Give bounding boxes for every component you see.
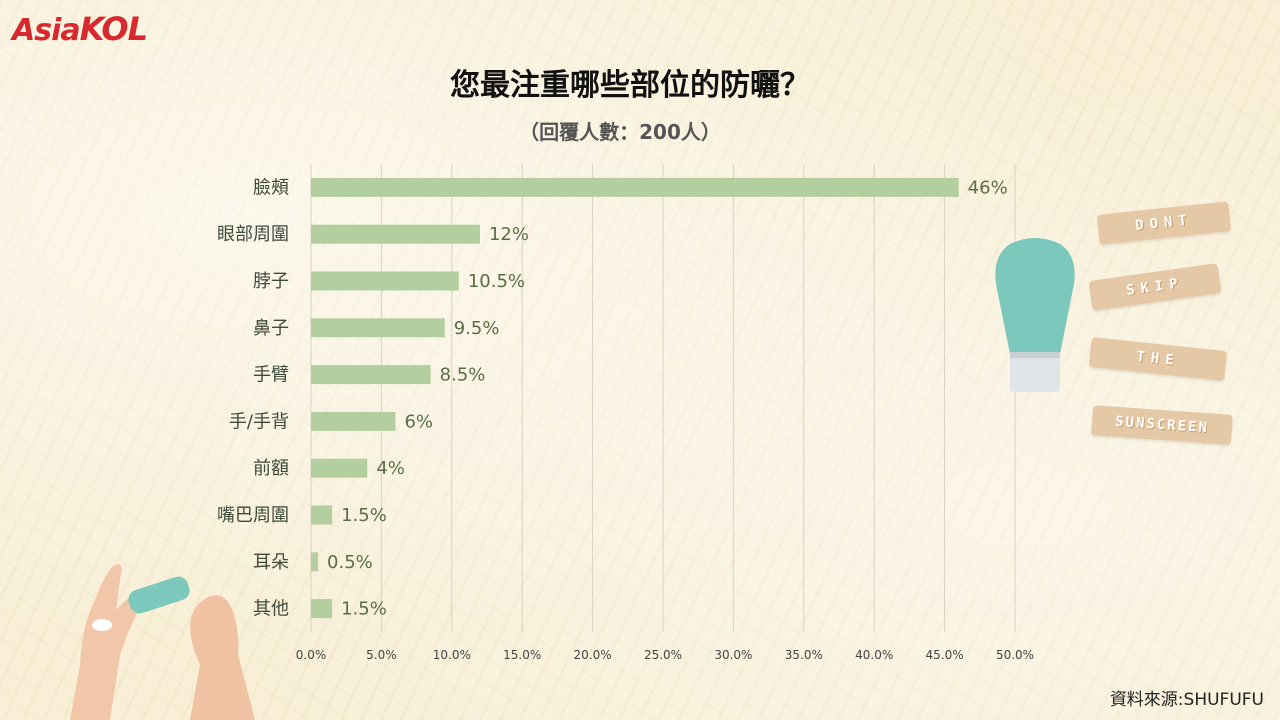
logo-text-kol: KOL bbox=[79, 10, 148, 48]
bar bbox=[311, 271, 459, 291]
category-label: 耳朵 bbox=[253, 552, 289, 573]
category-label: 眼部周圍 bbox=[217, 224, 289, 245]
x-tick-label: 30.0% bbox=[714, 648, 752, 662]
x-tick-label: 15.0% bbox=[503, 648, 541, 662]
bar bbox=[311, 411, 396, 431]
value-label: 0.5% bbox=[327, 552, 373, 573]
value-label: 1.5% bbox=[341, 505, 387, 526]
x-tick-label: 20.0% bbox=[574, 648, 612, 662]
bar bbox=[311, 552, 319, 572]
bar bbox=[311, 458, 368, 478]
category-label: 其他 bbox=[253, 599, 289, 620]
bar bbox=[311, 505, 333, 525]
category-label: 鼻子 bbox=[253, 318, 289, 339]
asiakol-logo: AsiaKOL bbox=[12, 10, 148, 48]
bar bbox=[311, 318, 445, 338]
bar bbox=[311, 599, 333, 619]
value-label: 4% bbox=[376, 458, 405, 479]
x-tick-label: 10.0% bbox=[433, 648, 471, 662]
logo-text-asia: Asia bbox=[12, 13, 81, 48]
x-tick-label: 5.0% bbox=[366, 648, 397, 662]
category-label: 前額 bbox=[253, 458, 289, 479]
x-tick-label: 45.0% bbox=[926, 648, 964, 662]
chart-title: 您最注重哪些部位的防曬？ bbox=[450, 68, 810, 103]
category-label: 手/手背 bbox=[229, 411, 289, 432]
x-tick-label: 0.0% bbox=[296, 648, 327, 662]
x-tick-label: 50.0% bbox=[996, 648, 1034, 662]
value-label: 9.5% bbox=[454, 318, 500, 339]
bar bbox=[311, 365, 431, 385]
value-label: 10.5% bbox=[468, 271, 525, 292]
bar bbox=[311, 224, 480, 244]
category-label: 嘴巴周圍 bbox=[217, 505, 289, 526]
x-tick-label: 25.0% bbox=[644, 648, 682, 662]
hands-applying-sunscreen-icon bbox=[70, 563, 255, 720]
chart-labels: 0.0% 5.0% 10.0% 15.0% 20.0% 25.0% 30.0% 35.0% 40… bbox=[217, 177, 1034, 662]
category-label: 臉頰 bbox=[253, 177, 289, 198]
category-label: 脖子 bbox=[253, 271, 289, 292]
source-credit: 資料來源:SHUFUFU bbox=[1109, 690, 1264, 710]
value-label: 46% bbox=[968, 177, 1008, 198]
bar bbox=[311, 177, 959, 197]
value-label: 6% bbox=[404, 411, 433, 432]
chart-subtitle: （回覆人數：200人） bbox=[519, 120, 721, 144]
x-tick-label: 35.0% bbox=[785, 648, 823, 662]
x-tick-label: 40.0% bbox=[855, 648, 893, 662]
value-label: 8.5% bbox=[440, 365, 486, 386]
value-label: 1.5% bbox=[341, 599, 387, 620]
chart-bars bbox=[311, 177, 959, 619]
category-label: 手臂 bbox=[253, 365, 289, 386]
sunscreen-bottle-icon bbox=[995, 238, 1075, 392]
value-label: 12% bbox=[489, 224, 529, 245]
